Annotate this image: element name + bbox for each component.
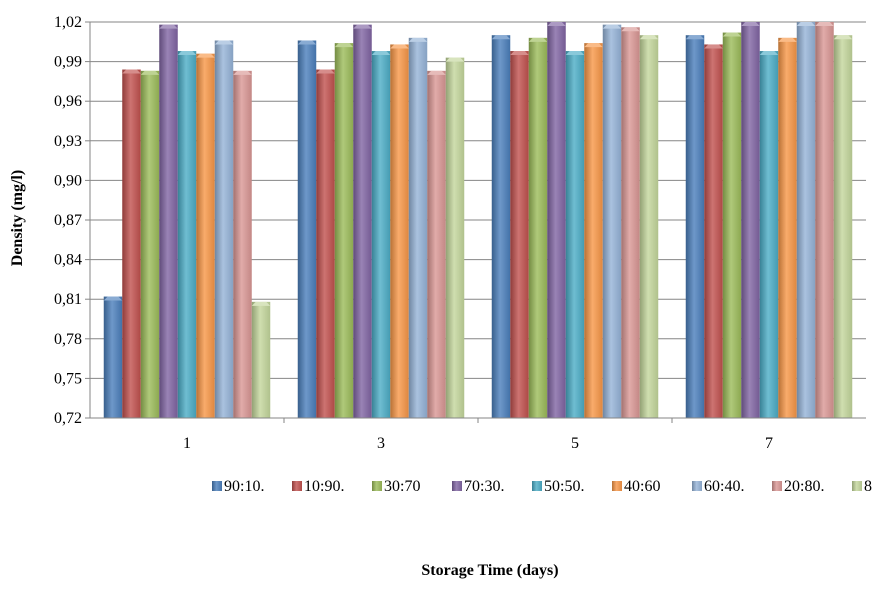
bar	[427, 70, 446, 418]
y-tick-label: 0,93	[54, 133, 82, 150]
bar	[159, 24, 178, 418]
legend-swatch	[452, 481, 462, 491]
y-tick-label: 0,72	[54, 410, 82, 427]
y-axis-title: Density (mg/l)	[9, 170, 26, 266]
bar	[371, 51, 391, 418]
y-tick-label: 0,75	[54, 370, 82, 387]
legend-swatch	[772, 481, 782, 491]
bar	[639, 35, 659, 418]
y-tick-label: 0,99	[54, 54, 82, 71]
bar	[528, 37, 548, 419]
bar	[510, 51, 529, 418]
bar	[565, 51, 585, 418]
bar	[122, 69, 141, 419]
legend-item: 90:10.	[212, 478, 264, 495]
y-tick-label: 0,84	[54, 252, 82, 269]
bar	[759, 51, 779, 418]
bar	[778, 37, 797, 419]
legend-swatch	[292, 481, 302, 491]
bar	[214, 40, 234, 418]
y-tick-label: 0,90	[54, 172, 82, 189]
bar	[177, 51, 197, 418]
legend-label: 20:80.	[784, 478, 824, 495]
bar	[251, 301, 271, 418]
bar	[685, 35, 705, 418]
bar	[621, 27, 640, 419]
y-tick-label: 0,81	[54, 291, 82, 308]
y-tick-label: 0,87	[54, 212, 82, 229]
legend-label: 50:50.	[544, 478, 584, 495]
legend-label: 90:10.	[224, 478, 264, 495]
x-tick-label: 1	[183, 435, 191, 452]
legend-item: 60:40.	[692, 478, 744, 495]
bar	[445, 57, 465, 418]
legend-label: 60:40.	[704, 478, 744, 495]
legend-swatch	[692, 481, 702, 491]
bar	[704, 44, 723, 418]
legend-label: 80:20.	[864, 478, 872, 495]
bar	[140, 70, 160, 418]
y-tick-label: 0,96	[54, 93, 82, 110]
legend-item: 40:60	[612, 478, 660, 495]
bar	[547, 22, 566, 418]
axes	[89, 22, 866, 423]
x-axis-title: Storage Time (days)	[421, 562, 558, 579]
bar	[722, 32, 742, 419]
bar	[316, 69, 335, 419]
bars	[103, 22, 853, 419]
x-tick-label: 3	[377, 435, 385, 452]
bar	[233, 70, 252, 418]
legend-item: 50:50.	[532, 478, 584, 495]
legend-item: 80:20.	[852, 478, 872, 495]
bar	[602, 24, 622, 418]
x-tick-label: 7	[765, 435, 773, 452]
bar	[491, 35, 511, 418]
bar	[796, 22, 816, 418]
bar	[815, 22, 834, 418]
legend-swatch	[532, 481, 542, 491]
legend-label: 30:70	[384, 478, 420, 495]
legend-item: 10:90.	[292, 478, 344, 495]
bar	[353, 24, 372, 418]
legend-swatch	[212, 481, 222, 491]
legend-swatch	[372, 481, 382, 491]
bar	[334, 43, 354, 419]
legend-swatch	[852, 481, 862, 491]
legend-item: 70:30.	[452, 478, 504, 495]
legend-item: 30:70	[372, 478, 420, 495]
x-tick-label: 5	[571, 435, 579, 452]
bar	[741, 22, 760, 418]
bar	[103, 296, 123, 418]
bar	[584, 43, 603, 419]
legend-item: 20:80.	[772, 478, 824, 495]
legend-label: 10:90.	[304, 478, 344, 495]
bar	[390, 44, 409, 418]
bar	[408, 37, 428, 419]
bar	[196, 53, 215, 419]
bar	[297, 40, 317, 418]
tick-labels: 0,72 0,75 0,78 0,81 0,84 0,87 0,90 0,93 0,96 0,99…	[54, 14, 773, 452]
legend-swatch	[612, 481, 622, 491]
legend-label: 40:60	[624, 478, 660, 495]
y-tick-label: 1,02	[54, 14, 82, 31]
y-tick-label: 0,78	[54, 331, 82, 348]
legend-label: 70:30.	[464, 478, 504, 495]
legend: 90:10. 10:90. 30:70 70:30. 50:50. 40:60 60:40.…	[212, 478, 872, 495]
bar	[833, 35, 853, 418]
